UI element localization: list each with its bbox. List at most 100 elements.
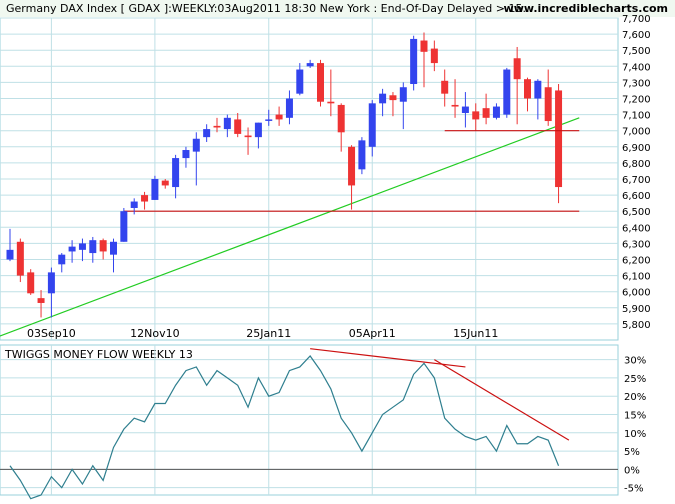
candle-body [172, 158, 180, 188]
candle [172, 154, 180, 199]
brand-watermark[interactable]: www.incrediblecharts.com [504, 2, 668, 15]
candle-body [223, 117, 231, 130]
candle [37, 290, 45, 318]
candle [89, 236, 97, 263]
candle-body [441, 80, 449, 94]
indicator-tick-label: 10% [624, 429, 646, 440]
price-tick-label: 7,100 [622, 111, 651, 122]
chart-header-bar [0, 0, 675, 17]
candle [182, 146, 190, 168]
candle-body [99, 240, 107, 252]
candle [420, 32, 428, 88]
price-tick-label: 6,800 [622, 159, 651, 170]
price-tick-label: 5,900 [622, 304, 651, 315]
candle-body [151, 179, 159, 200]
candle [110, 238, 117, 273]
candle-body [379, 93, 387, 104]
candle [58, 253, 66, 273]
candle-body [524, 79, 531, 99]
divergence-line [310, 348, 466, 368]
candle [410, 35, 418, 91]
candle-body [430, 48, 438, 64]
candle [141, 191, 149, 210]
indicator-tick-label: 20% [624, 392, 646, 403]
candle-body [58, 254, 66, 265]
candle [461, 92, 469, 128]
candle-body [110, 241, 117, 255]
candle [430, 40, 438, 72]
candle [503, 67, 511, 118]
candle-body [141, 195, 149, 202]
candle-body [203, 129, 211, 138]
candle-body [534, 80, 542, 99]
price-tick-label: 7,400 [622, 62, 651, 73]
candle-body [89, 240, 97, 254]
candle [348, 145, 356, 210]
candle [275, 106, 283, 126]
candle-body [265, 119, 273, 121]
date-tick-label: 15Jun11 [453, 327, 498, 340]
candle [6, 228, 14, 262]
indicator-tick-label: 30% [624, 356, 646, 367]
candle [358, 137, 366, 175]
candle-body [472, 111, 480, 120]
candle [223, 114, 231, 138]
candle [285, 90, 293, 125]
price-tick-label: 6,600 [622, 191, 651, 202]
candle-body [68, 246, 76, 252]
candle-body [544, 87, 552, 122]
candle [379, 88, 387, 117]
candle [47, 267, 55, 318]
candle-body [27, 272, 35, 294]
candle [492, 103, 500, 120]
price-tick-label: 7,000 [622, 127, 651, 138]
candle-body [213, 125, 221, 128]
candle-body [306, 63, 314, 67]
trendline [0, 117, 580, 337]
candle-body [389, 95, 397, 101]
price-tick-label: 7,700 [622, 14, 651, 25]
price-tick-label: 6,200 [622, 256, 651, 267]
candle-body [482, 108, 490, 118]
candle [254, 122, 262, 149]
price-tick-label: 6,700 [622, 175, 651, 186]
candle [130, 198, 138, 215]
price-tick-label: 7,600 [622, 30, 651, 41]
candle-body [368, 103, 376, 147]
divergence-line [434, 359, 570, 441]
candle [265, 109, 273, 126]
candle [192, 132, 200, 186]
candle-body [503, 69, 511, 115]
candle [513, 46, 521, 125]
price-tick-label: 6,100 [622, 272, 651, 283]
candle-body [78, 243, 86, 250]
candle [203, 124, 211, 142]
candle [78, 238, 86, 262]
candle-body [296, 69, 304, 94]
date-tick-label: 05Apr11 [349, 327, 396, 340]
candle [441, 69, 449, 107]
price-tick-label: 7,500 [622, 46, 651, 57]
candle-body [254, 122, 262, 138]
candle-body [399, 87, 407, 102]
candle-body [161, 180, 169, 186]
date-tick-label: 25Jan11 [246, 327, 291, 340]
candle [99, 238, 107, 260]
date-tick-label: 03Sep10 [27, 327, 76, 340]
price-tick-label: 7,300 [622, 78, 651, 89]
candle [327, 69, 335, 117]
chart-title: Germany DAX Index [ GDAX ]:WEEKLY:03Aug2… [6, 2, 529, 15]
candle [389, 92, 397, 117]
candle-body [461, 106, 469, 113]
date-tick-label: 12Nov10 [130, 327, 179, 340]
candle [337, 103, 345, 152]
price-tick-label: 6,000 [622, 288, 651, 299]
candle [544, 69, 552, 126]
candle [399, 82, 407, 130]
candle-body [410, 38, 418, 85]
candle [306, 59, 314, 68]
price-tick-label: 6,300 [622, 239, 651, 250]
indicator-tick-label: 5% [624, 447, 640, 458]
candle [368, 100, 376, 157]
